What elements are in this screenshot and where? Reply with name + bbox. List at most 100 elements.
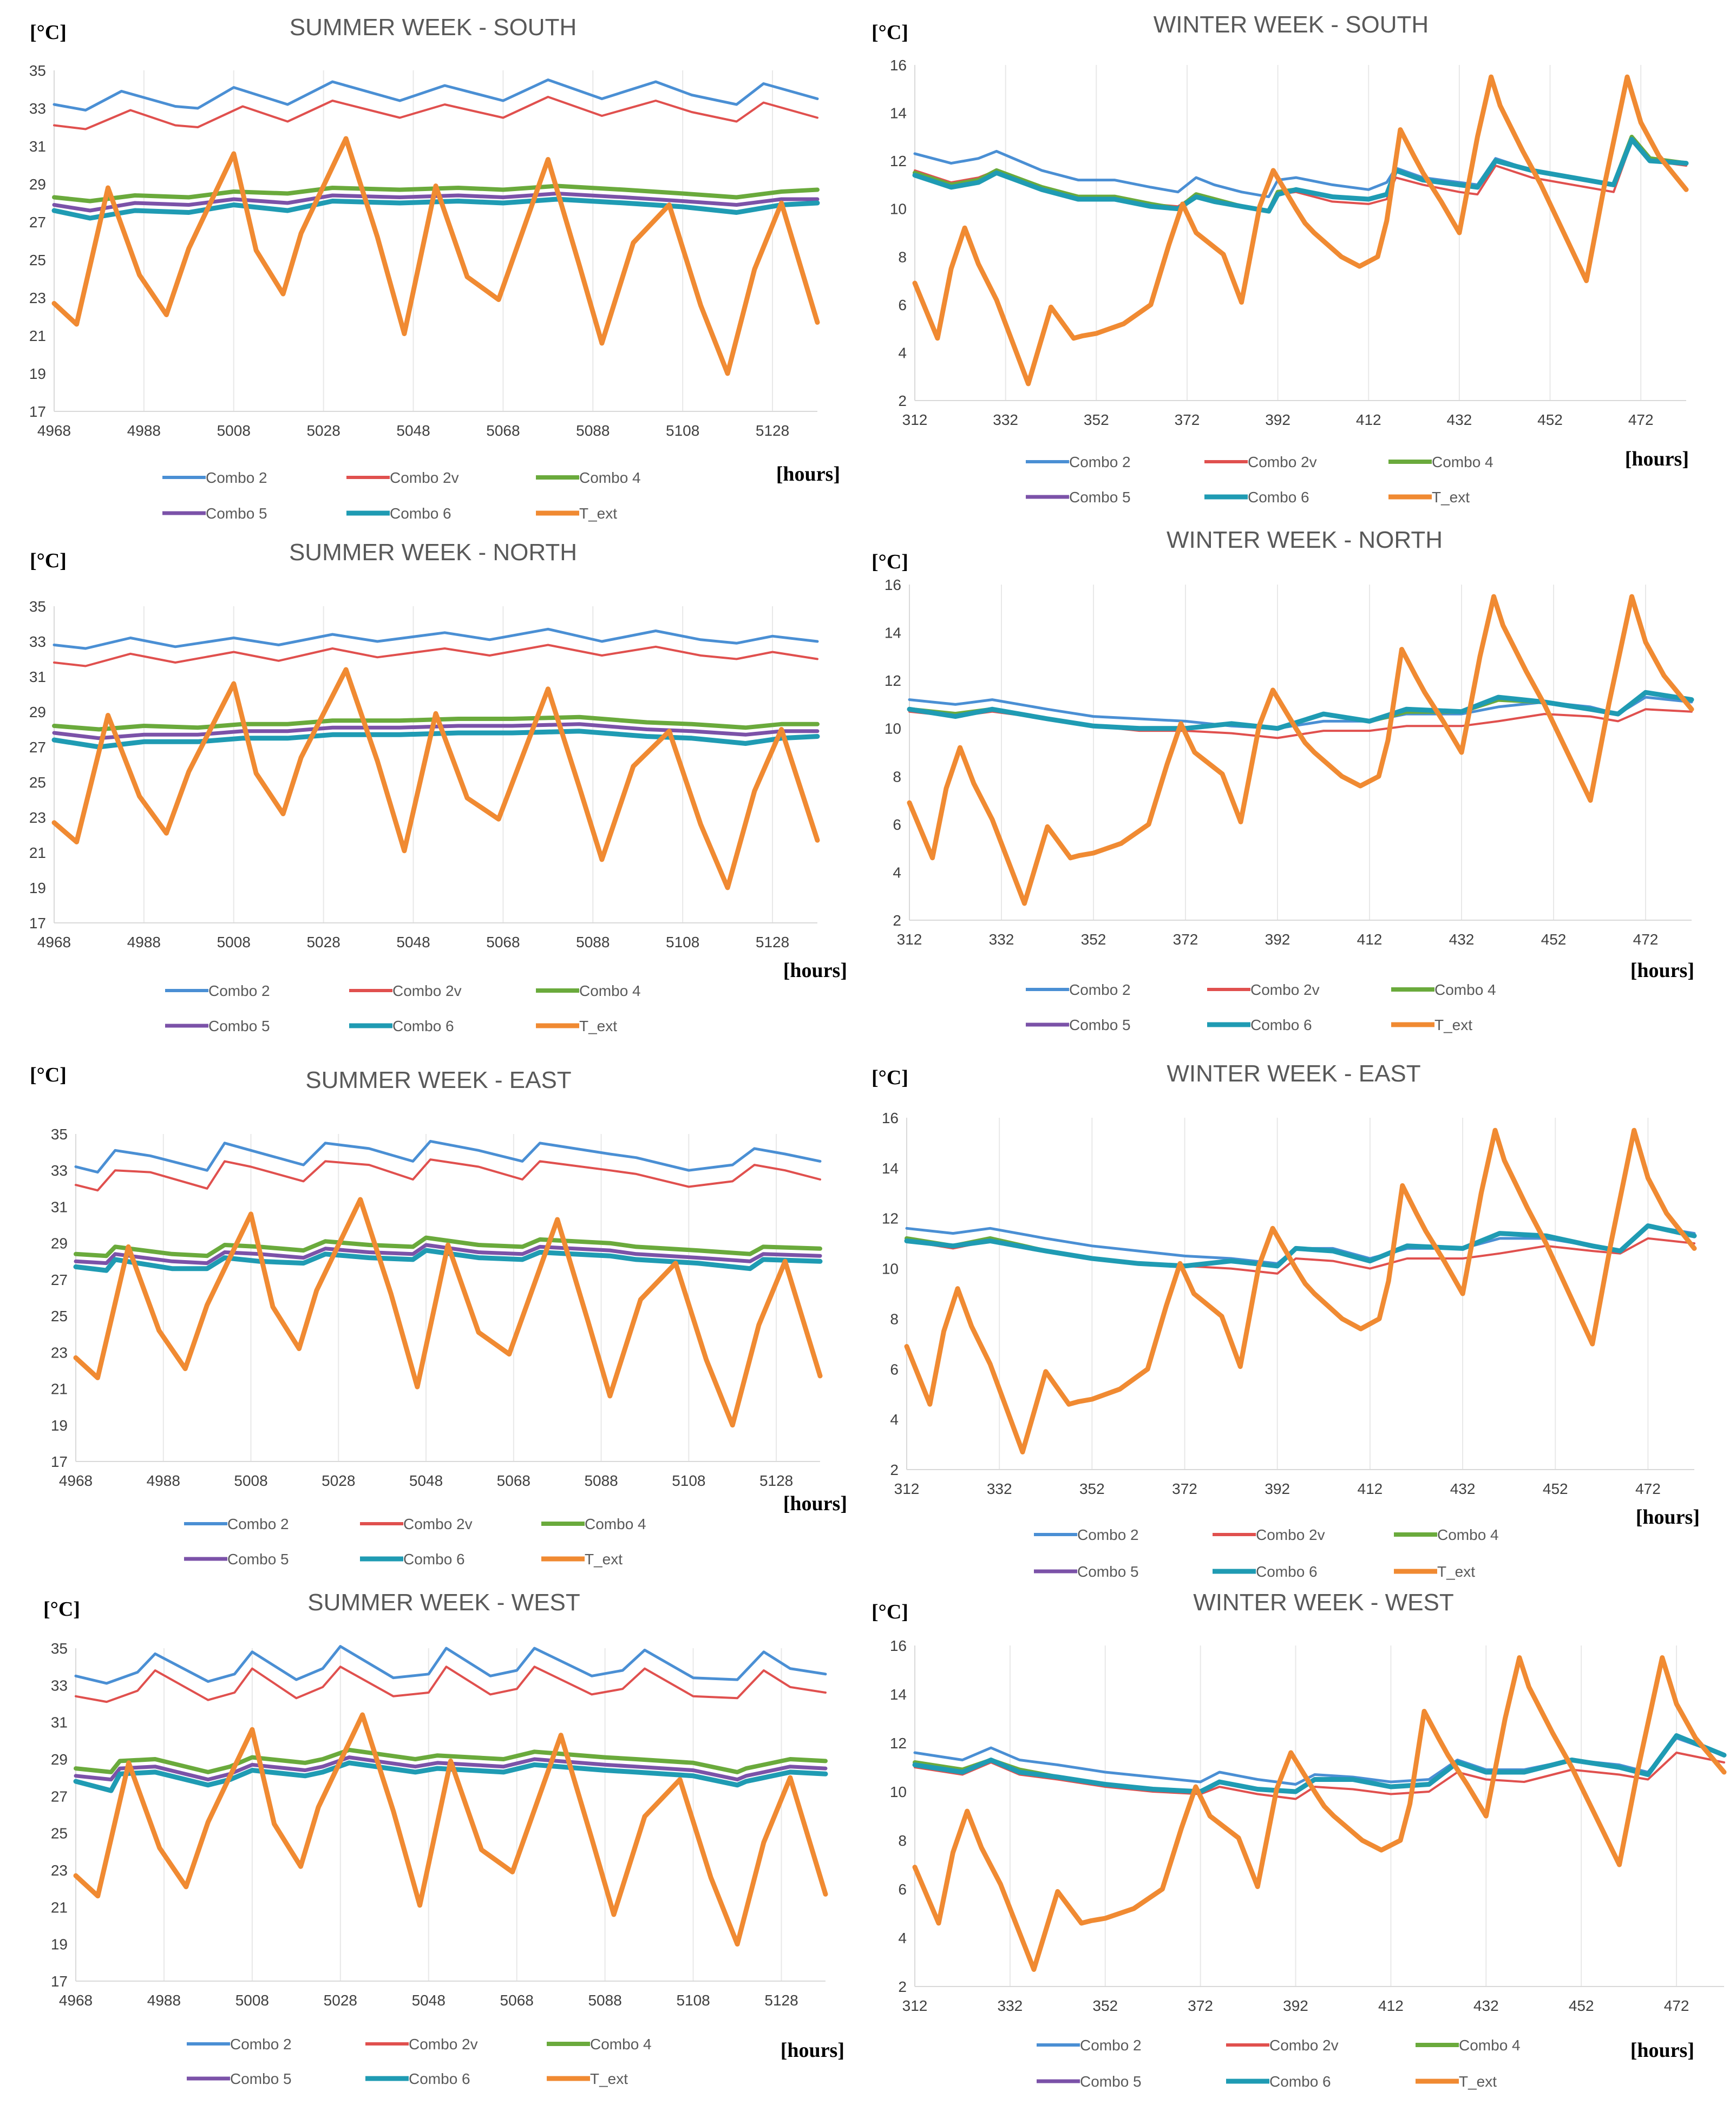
y-unit-label: [°C] [30,21,67,44]
x-tick-label: 432 [1447,411,1472,428]
x-tick-label: 412 [1356,411,1381,428]
legend-label-combo-5: Combo 5 [206,505,267,522]
chart-winter-week-west: WINTER WEEK - WEST [°C] [hours] 312 332 352 37… [872,1589,1727,2090]
legend-label-combo-2: Combo 2 [1069,454,1131,470]
y-tick-label: 6 [898,1881,907,1898]
x-tick-label: 352 [1084,411,1109,428]
series-line-combo-5 [52,192,820,213]
x-tick-label: 5088 [576,934,610,950]
series-line-combo-2v [75,1666,827,1703]
legend-label-combo-5: Combo 5 [208,1018,270,1034]
legend-label-combo-2v: Combo 2v [1256,1526,1325,1543]
series-line-combo-4 [52,714,820,732]
y-tick-label: 31 [29,138,46,155]
x-tick-label: 5068 [497,1472,530,1489]
chart-title: WINTER WEEK - NORTH [1167,527,1443,553]
y-tick-label: 4 [890,1411,899,1428]
x-tick-label: 432 [1450,1480,1476,1497]
series-line-t-ext [73,1712,828,1947]
x-tick-label: 5068 [486,934,520,950]
series-line-combo-4 [74,1235,822,1258]
legend-label-combo-6: Combo 6 [392,1018,454,1034]
y-tick-label: 4 [898,1930,907,1946]
series-line-combo-5 [74,1243,822,1266]
y-tick-label: 8 [890,1310,899,1327]
legend-label-combo-5: Combo 5 [230,2070,292,2087]
y-tick-label: 14 [890,1686,907,1703]
x-unit-label: [hours] [1630,959,1694,982]
x-tick-label: 472 [1635,1480,1661,1497]
legend-label-combo-2v: Combo 2v [1269,2037,1339,2054]
x-tick-label: 5128 [764,1992,798,2009]
legend-label-combo-4: Combo 4 [1434,981,1496,998]
legend-label-combo-4: Combo 4 [579,982,641,999]
x-tick-label: 5008 [217,422,251,439]
legend-label-combo-2v: Combo 2v [409,2036,478,2053]
x-tick-label: 4968 [37,422,71,439]
x-tick-label: 352 [1079,1480,1105,1497]
y-tick-label: 31 [51,1714,68,1731]
legend-label-t-ext: T_ext [1432,489,1470,506]
y-tick-label: 35 [51,1640,68,1657]
legend-label-combo-6: Combo 6 [409,2070,470,2087]
y-tick-label: 8 [898,1832,907,1849]
series-line-combo-2v [53,96,818,130]
x-tick-label: 5068 [500,1992,534,2009]
x-tick-label: 352 [1092,1997,1118,2014]
y-tick-label: 14 [882,1160,899,1177]
x-tick-label: 5108 [672,1472,705,1489]
y-tick-label: 2 [893,912,901,929]
legend-label-combo-4: Combo 4 [590,2036,652,2053]
y-tick-label: 29 [29,176,46,193]
legend-label-combo-4: Combo 4 [1437,1526,1499,1543]
y-tick-label: 10 [882,1261,899,1277]
x-unit-label: [hours] [1636,1506,1700,1529]
legend-label-combo-2v: Combo 2v [1250,981,1320,998]
x-tick-label: 472 [1664,1997,1689,2014]
y-tick-label: 16 [882,1110,899,1126]
x-tick-label: 372 [1172,1480,1197,1497]
y-tick-label: 2 [890,1461,899,1478]
y-tick-label: 6 [890,1361,899,1378]
x-tick-label: 5128 [759,1472,793,1489]
x-tick-label: 5048 [396,422,430,439]
x-tick-label: 5108 [666,934,699,950]
x-tick-label: 332 [998,1997,1023,2014]
x-tick-label: 4988 [127,934,161,950]
chart-winter-week-east: WINTER WEEK - EAST [°C] [hours] 312 332 352 37… [872,1060,1700,1580]
x-tick-label: 352 [1081,931,1106,948]
legend-label-combo-6: Combo 6 [390,505,451,522]
legend-label-combo-5: Combo 5 [227,1551,289,1568]
chart-summer-week-west: SUMMER WEEK - WEST [°C] [hours] 4968 4988 500… [43,1589,844,2087]
chart-title: WINTER WEEK - WEST [1193,1589,1454,1616]
y-tick-label: 21 [29,327,46,344]
legend-label-t-ext: T_ext [585,1551,623,1568]
series-line-t-ext [73,1197,823,1428]
y-tick-label: 31 [29,668,46,685]
y-tick-label: 25 [29,252,46,268]
y-tick-label: 23 [29,290,46,306]
y-tick-label: 19 [51,1936,68,1953]
x-tick-label: 392 [1265,931,1290,948]
x-tick-label: 5048 [396,934,430,950]
y-tick-label: 12 [885,672,901,689]
y-tick-label: 33 [29,100,46,117]
y-tick-label: 35 [51,1126,68,1143]
x-tick-label: 5008 [235,1992,269,2009]
legend-label-combo-2: Combo 2 [1080,2037,1142,2054]
y-unit-label: [°C] [872,1601,908,1623]
x-tick-label: 5048 [409,1472,443,1489]
legend-label-combo-2: Combo 2 [206,469,267,486]
y-tick-label: 23 [51,1862,68,1879]
legend-label-combo-2v: Combo 2v [403,1516,473,1532]
x-unit-label: [hours] [781,2039,844,2062]
series-line-combo-6 [51,196,820,221]
legend-label-combo-6: Combo 6 [1250,1017,1312,1033]
y-tick-label: 17 [51,1973,68,1990]
x-tick-label: 4968 [37,934,71,950]
legend-label-combo-2: Combo 2 [230,2036,292,2053]
x-tick-label: 5008 [217,934,251,950]
legend-label-combo-4: Combo 4 [585,1516,646,1532]
y-tick-label: 10 [890,201,907,218]
y-tick-label: 6 [898,297,907,313]
